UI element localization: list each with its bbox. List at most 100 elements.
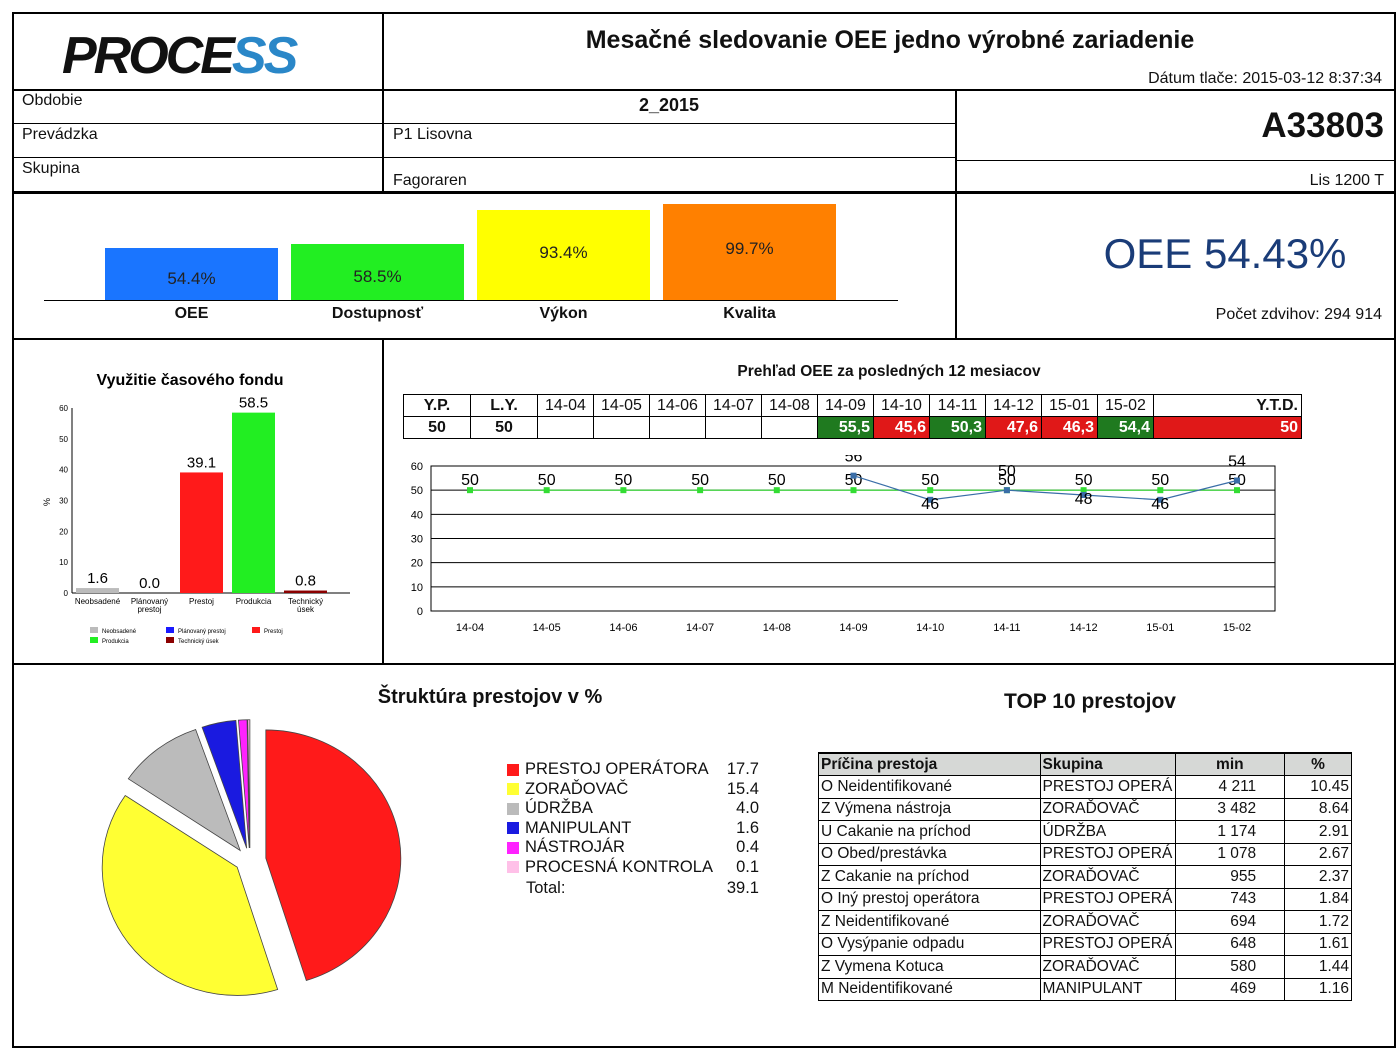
trend-point [773, 487, 780, 494]
top10-cell: ZORAĎOVAČ [1039, 910, 1176, 934]
metric-bar-name: Výkon [539, 305, 588, 322]
top10-cell: 1 174 [1174, 820, 1286, 844]
period-value: 2_2015 [638, 95, 700, 115]
top10-cell: U Cakanie na príchod [818, 820, 1041, 844]
top10-cell: PRESTOJ OPERÁ [1039, 775, 1176, 799]
pie-legend-item: ZORAĎOVAČ 15.4 [507, 780, 759, 799]
trend-point-label: 50 [998, 472, 1016, 489]
x-tick-label: 14-07 [686, 622, 714, 634]
top10-row: Z Cakanie na príchod ZORAĎOVAČ 955 2.37 [818, 865, 1352, 889]
top10-cell: Z Neidentifikované [818, 910, 1041, 934]
machine-name: Lis 1200 T [1309, 172, 1384, 189]
pie-title: Štruktúra prestojov v % [377, 686, 603, 708]
metric-bar-name: Dostupnosť [331, 305, 424, 322]
time-fund-title: Využitie časového fondu [97, 372, 284, 389]
time-fund-legend-swatch [166, 627, 174, 633]
top10-cell: Z Cakanie na príchod [818, 865, 1041, 889]
x-tick-label: 14-09 [839, 622, 867, 634]
metric-bar-value: 58.5% [353, 266, 402, 286]
y-tick-label: 0 [64, 589, 69, 598]
pie-slice [247, 719, 251, 849]
pie-legend-total: Total: 39.1 [507, 879, 759, 898]
months-table-value [537, 416, 594, 439]
top10-cell: 10.45 [1284, 775, 1352, 799]
pie-legend-swatch [507, 783, 519, 796]
time-fund-legend-label: Prestoj [264, 629, 283, 635]
top10-cell: 2.37 [1284, 865, 1352, 889]
months-table-header: 14-07 [705, 394, 762, 417]
top10-header-cell: min [1174, 752, 1286, 776]
top10-cell: 1 078 [1174, 842, 1286, 866]
group-label: Skupina [22, 160, 80, 177]
downtime-pie-chart [101, 719, 402, 996]
trend-point-label: 56 [845, 455, 863, 466]
time-fund-chart: Využitie časového fondu 0 10 20 30 40 50 60% 1.6… [42, 372, 350, 645]
months-table-header: L.Y. [470, 394, 538, 417]
pie-legend-value: 4.0 [736, 799, 759, 817]
top10-cell: ZORAĎOVAČ [1039, 865, 1176, 889]
pie-legend-item: ÚDRŽBA 4.0 [507, 799, 759, 818]
time-fund-category-label: Plánovaný [131, 597, 168, 606]
metric-bar-name: OEE [174, 305, 209, 322]
metric-bar: 54.4% [105, 247, 278, 300]
x-tick-label: 14-04 [456, 622, 484, 634]
logo-text-blue: SS [231, 27, 298, 85]
divider [956, 160, 1396, 161]
time-fund-legend-label: Neobsadené [102, 629, 137, 635]
top10-cell: Z Vymena Kotuca [818, 955, 1041, 979]
months-table-value: 54,4 [1097, 416, 1154, 439]
top10-cell: O Iný prestoj operátora [818, 887, 1041, 911]
time-fund-category-label: prestoj [137, 605, 161, 614]
months-table-value [761, 416, 818, 439]
time-fund-legend-label: Plánovaný prestoj [178, 629, 226, 635]
y-tick-label: 30 [411, 534, 423, 546]
pie-legend-value: 0.4 [736, 838, 759, 856]
top10-cell: PRESTOJ OPERÁ [1039, 887, 1176, 911]
top10-cell: ZORAĎOVAČ [1039, 797, 1176, 821]
time-fund-bar [180, 472, 223, 593]
trend-point-label: 50 [1075, 472, 1093, 489]
time-fund-bar-value: 0.0 [139, 575, 160, 592]
pie-legend-swatch [507, 763, 519, 776]
trend-line [853, 475, 1238, 501]
pie-slice [127, 728, 242, 852]
trend-point-label: 50 [461, 472, 479, 489]
report-title: Mesačné sledovanie OEE jedno výrobné zar… [585, 26, 1195, 54]
time-fund-bar-value: 58.5 [239, 395, 268, 412]
y-tick-label: 40 [59, 466, 68, 475]
months-table-header: 14-05 [593, 394, 650, 417]
pie-legend-item: PROCESNÁ KONTROLA 0.1 [507, 858, 759, 877]
report-frame [12, 12, 1396, 1048]
trend-point [1080, 492, 1087, 498]
y-tick-label: 50 [411, 485, 423, 497]
trend-point [850, 487, 857, 494]
trend-point [620, 487, 627, 494]
trend-point-label: 46 [921, 496, 939, 513]
x-tick-label: 14-12 [1070, 622, 1098, 634]
months-table-header: 14-12 [985, 394, 1042, 417]
months-table-header: 14-06 [649, 394, 706, 417]
y-tick-label: 40 [411, 509, 423, 521]
top10-cell: 8.64 [1284, 797, 1352, 821]
x-tick-label: 14-11 [993, 622, 1020, 634]
trend-point [927, 496, 934, 503]
divider [12, 157, 956, 158]
pie-legend-value: 17.7 [726, 760, 759, 778]
top10-cell: PRESTOJ OPERÁ [1039, 932, 1176, 956]
x-tick-label: 14-05 [533, 622, 561, 634]
pie-legend-swatch [507, 861, 519, 874]
time-fund-category-label: Produkcia [236, 597, 272, 606]
company-logo: PROCESS [62, 27, 298, 85]
y-tick-label: 10 [59, 558, 68, 567]
pie-legend-label: MANIPULANT [525, 818, 632, 837]
top10-title: TOP 10 prestojov [1004, 690, 1176, 713]
trend-point-label: 50 [998, 463, 1016, 480]
top10-cell: 1.44 [1284, 955, 1352, 979]
y-axis-label: % [42, 498, 52, 506]
y-tick-label: 60 [59, 404, 68, 413]
time-fund-legend-swatch [252, 627, 260, 633]
top10-cell: 743 [1174, 887, 1286, 911]
top10-cell: 955 [1174, 865, 1286, 889]
trend-point [1234, 477, 1240, 484]
top10-cell: 4 211 [1174, 775, 1286, 799]
